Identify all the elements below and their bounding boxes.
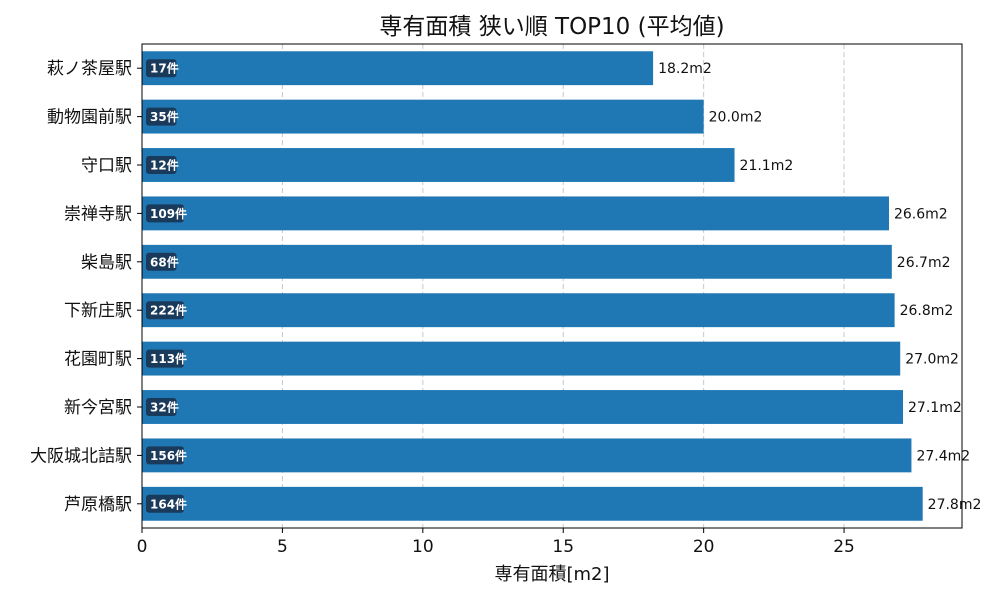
count-badge xyxy=(146,301,184,320)
x-tick-label: 0 xyxy=(137,537,148,557)
x-tick-label: 20 xyxy=(693,537,715,557)
count-badge xyxy=(146,398,177,416)
value-label: 27.1m2 xyxy=(908,400,962,416)
count-badge xyxy=(146,107,177,126)
count-label: 17件 xyxy=(150,61,179,76)
count-label: 113件 xyxy=(150,351,187,366)
count-badge xyxy=(146,446,184,465)
count-label: 164件 xyxy=(150,496,187,511)
count-badge xyxy=(146,252,177,271)
bar xyxy=(142,293,895,328)
bar xyxy=(142,390,904,424)
value-label: 26.8m2 xyxy=(900,303,954,319)
value-label: 27.4m2 xyxy=(916,448,970,464)
count-label: 68件 xyxy=(150,254,179,269)
bar xyxy=(142,438,912,473)
bar xyxy=(142,244,892,279)
bar xyxy=(142,341,901,376)
count-badge xyxy=(146,59,177,78)
category-label: 芦原橋駅 xyxy=(64,495,132,515)
x-tick-label: 25 xyxy=(833,537,855,557)
count-label: 12件 xyxy=(150,158,179,173)
bar xyxy=(142,196,889,231)
count-label: 156件 xyxy=(150,448,187,463)
value-label: 27.8m2 xyxy=(928,497,982,513)
value-label: 27.0m2 xyxy=(905,352,959,368)
bars: 18.2m2 17件 20.0m2 35件 21.1m2 12件 26.6m2 109件 26.… xyxy=(142,51,982,521)
bar xyxy=(142,51,654,86)
x-tick-label: 10 xyxy=(412,537,434,557)
plot-frame xyxy=(141,43,963,529)
count-label: 35件 xyxy=(150,109,179,124)
count-badge xyxy=(146,349,184,368)
count-badge xyxy=(146,156,177,174)
count-badge xyxy=(146,204,184,223)
category-label: 花園町駅 xyxy=(64,350,132,370)
category-label: 新今宮駅 xyxy=(64,398,132,418)
count-label: 32件 xyxy=(150,400,179,415)
x-axis-label: 専有面積[m2] xyxy=(494,564,609,585)
y-axis: 萩ノ茶屋駅動物園前駅守口駅崇禅寺駅柴島駅下新庄駅花園町駅新今宮駅大阪城北詰駅芦原… xyxy=(30,59,142,515)
value-label: 18.2m2 xyxy=(658,61,712,77)
category-label: 柴島駅 xyxy=(81,253,132,273)
value-label: 26.7m2 xyxy=(897,255,951,271)
bar xyxy=(142,148,735,182)
category-label: 大阪城北詰駅 xyxy=(30,446,132,466)
category-label: 下新庄駅 xyxy=(64,301,132,321)
x-tick-label: 15 xyxy=(552,537,574,557)
count-label: 109件 xyxy=(150,206,187,221)
count-badge xyxy=(146,494,184,513)
x-axis: 0 5 10 15 20 25 xyxy=(137,528,855,557)
chart-title: 専有面積 狭い順 TOP10 (平均値) xyxy=(379,14,724,40)
value-label: 20.0m2 xyxy=(709,110,763,126)
category-label: 萩ノ茶屋駅 xyxy=(47,59,132,79)
value-label: 21.1m2 xyxy=(740,158,794,174)
category-label: 動物園前駅 xyxy=(47,108,132,128)
count-label: 222件 xyxy=(150,303,187,318)
bar xyxy=(142,99,704,134)
category-label: 崇禅寺駅 xyxy=(64,204,132,224)
bar xyxy=(142,486,923,521)
x-tick-label: 5 xyxy=(277,537,288,557)
category-label: 守口駅 xyxy=(81,156,132,176)
value-label: 26.6m2 xyxy=(894,206,948,222)
